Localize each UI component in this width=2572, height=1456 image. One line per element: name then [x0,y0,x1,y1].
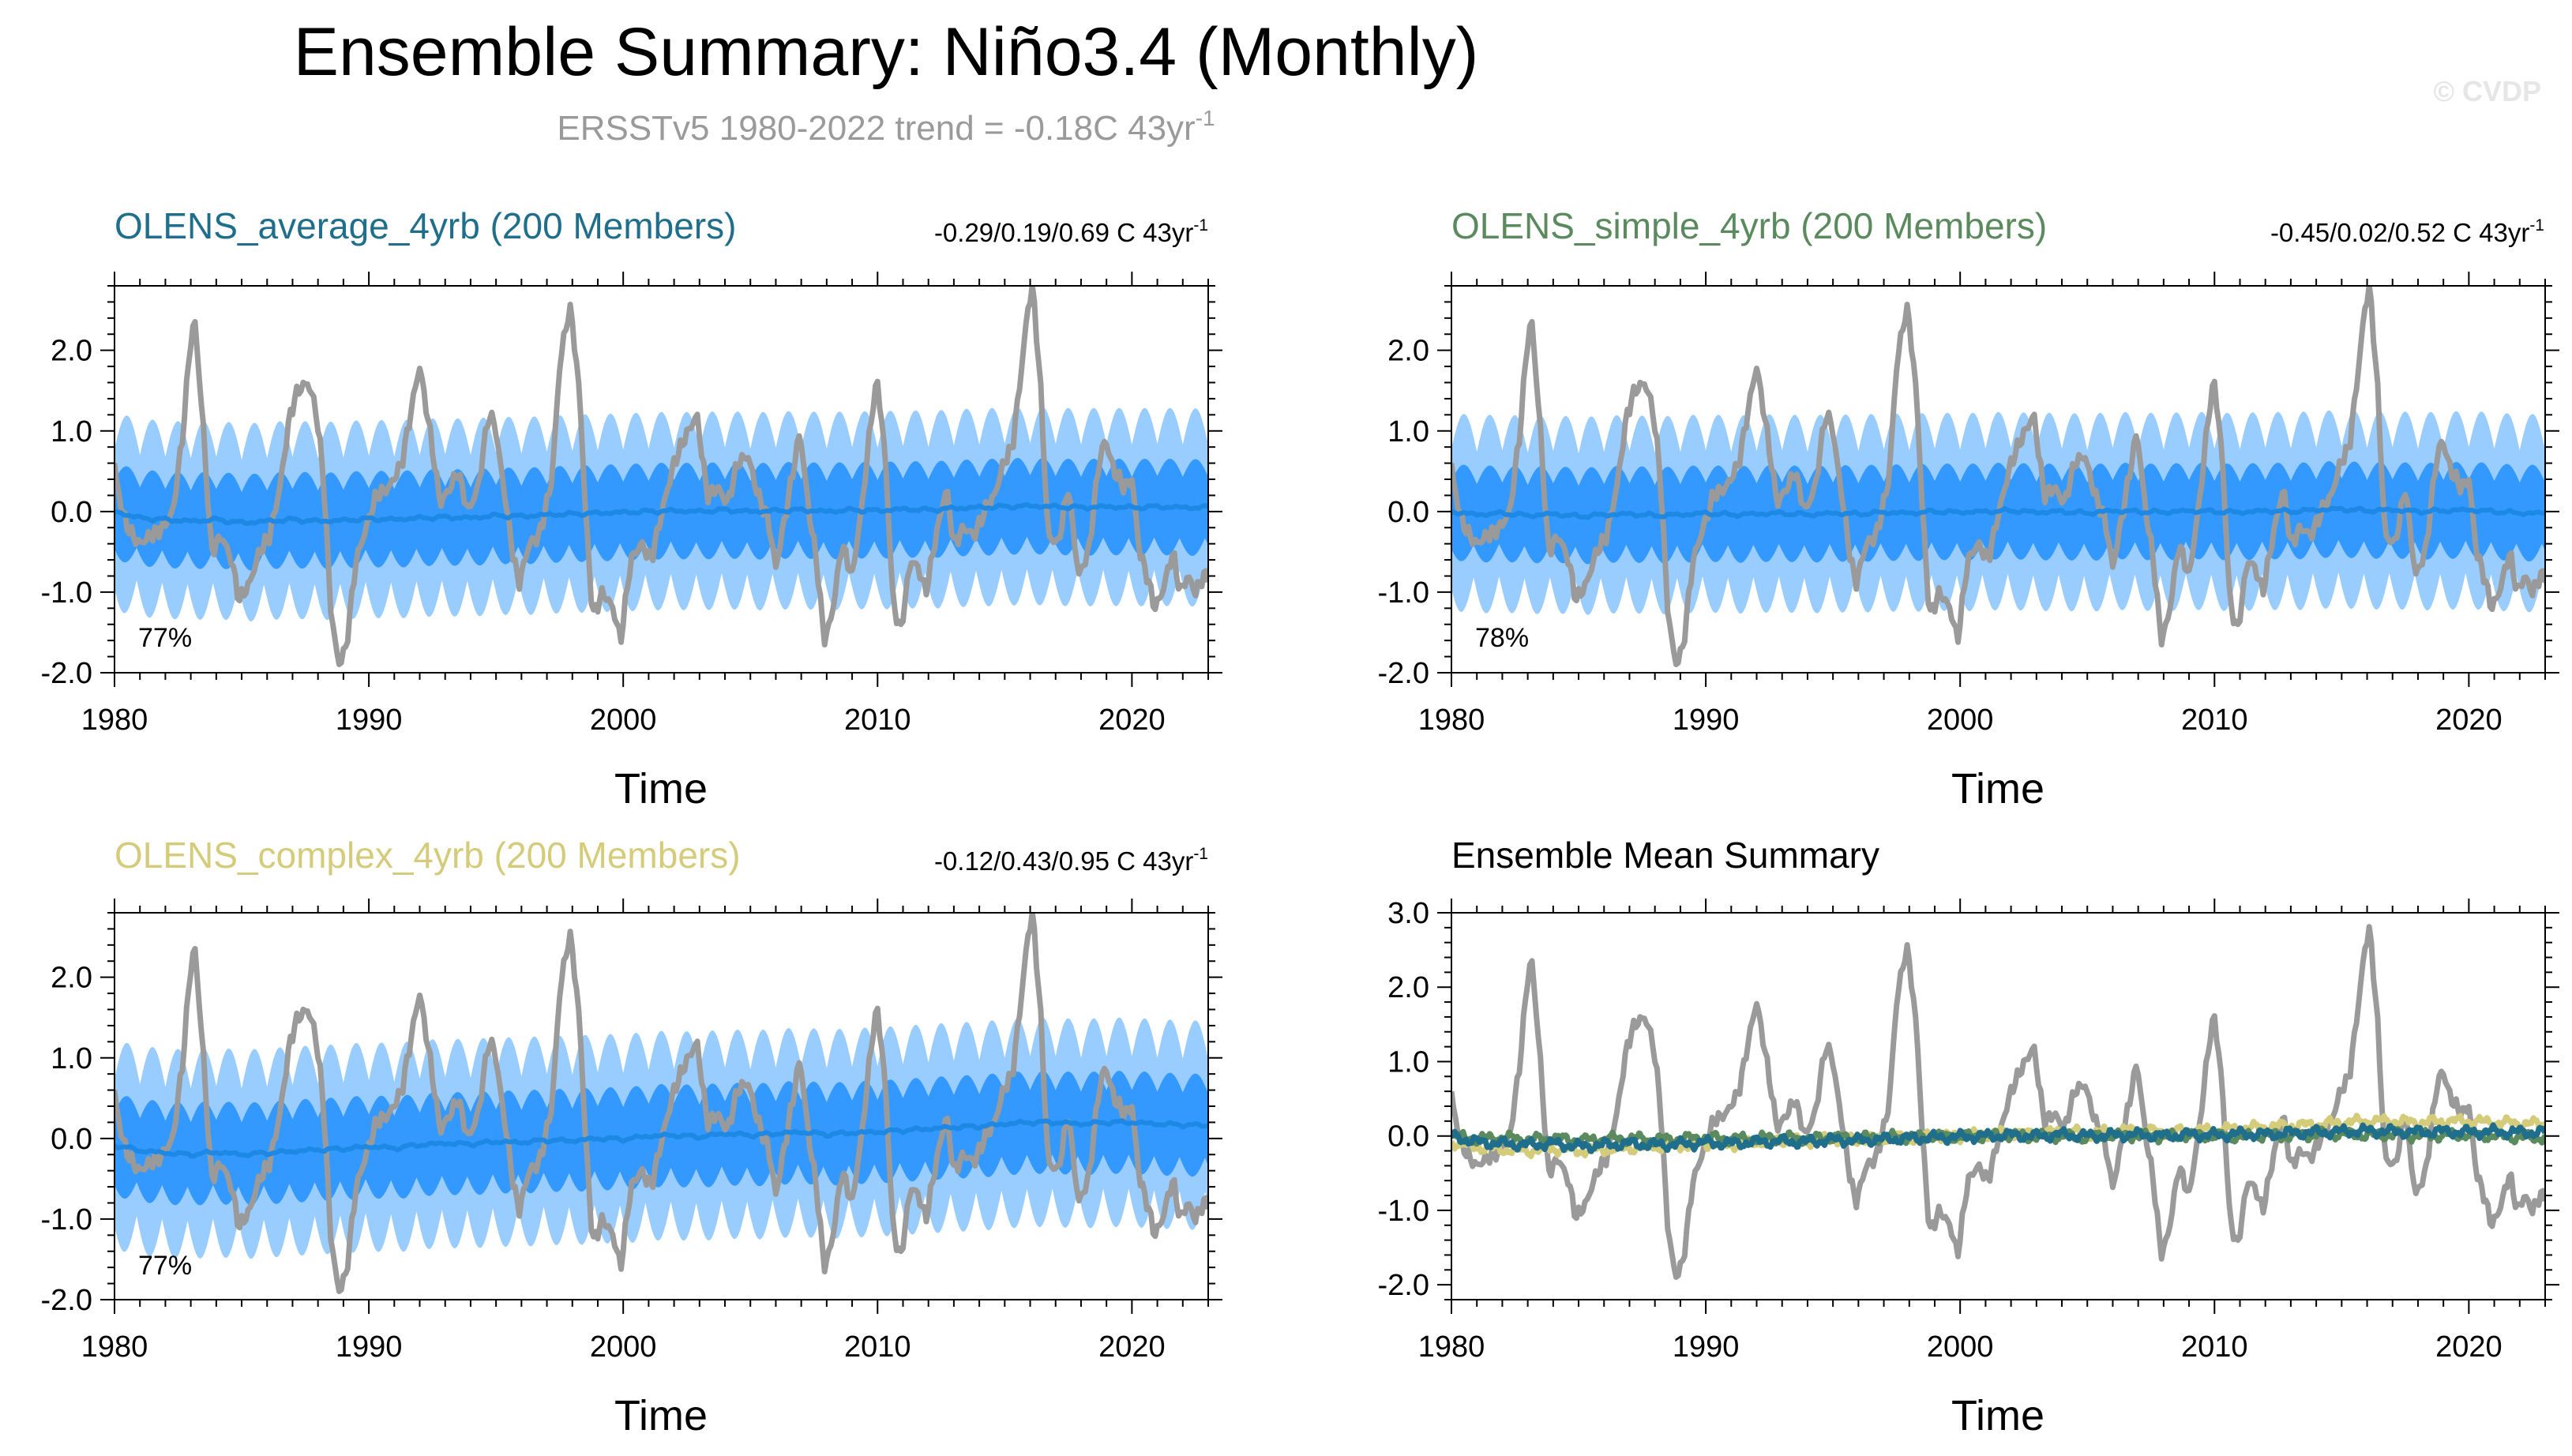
x-tick-label: 1980 [81,1330,148,1364]
x-tick-label: 2020 [2435,704,2503,737]
plot-contents [115,913,1208,1294]
x-tick-label: 1980 [81,704,148,737]
panel-title: OLENS_average_4yrb (200 Members) [115,205,736,246]
x-tick-label: 2000 [1927,1330,1994,1364]
figure-subtitle: ERSSTv5 1980-2022 trend = -0.18C 43yr-1 [557,106,1215,148]
y-tick-label: -1.0 [41,1203,92,1236]
x-axis-label: Time [1951,765,2044,812]
x-tick-label: 2010 [2181,1330,2248,1364]
y-tick-label: -2.0 [1378,657,1429,690]
x-axis-label: Time [1951,1392,2044,1439]
plot-contents [115,286,1208,667]
panel-title: OLENS_simple_4yrb (200 Members) [1451,205,2047,246]
x-tick-label: 2020 [2435,1330,2503,1364]
ensemble-mean-line [1451,1122,2545,1154]
y-tick-label: 2.0 [51,962,92,995]
trend-text: -0.45/0.02/0.52 C 43yr [2270,218,2529,247]
y-tick-label: 1.0 [1387,1045,1429,1079]
obs-line [115,286,1208,667]
y-tick-label: 2.0 [1387,971,1429,1004]
percent-label: 77% [138,623,192,653]
panel-simple: OLENS_simple_4yrb (200 Members) -0.45/0.… [1378,205,2559,812]
x-tick-label: 1980 [1418,1330,1485,1364]
plot-area: 1980 1990 2000 2010 2020 -2.0 -1.0 0.0 1.0 2.0 [1378,272,2559,737]
y-tick-label: -1.0 [1378,1195,1429,1228]
panel-average: OLENS_average_4yrb (200 Members) -0.29/0… [41,205,1222,812]
ensemble-mean-line [1451,505,2545,520]
x-tick-label: 2020 [1098,1330,1166,1364]
panel-title: OLENS_complex_4yrb (200 Members) [115,835,741,876]
x-tick-label: 1990 [336,1330,403,1364]
plot-area: 1980 1990 2000 2010 2020 -2.0 -1.0 0.0 1.0 2.0 3.0 [1378,897,2559,1364]
x-tick-label: 2000 [590,1330,657,1364]
panel-trend: -0.29/0.19/0.69 C 43yr-1 [934,216,1208,247]
y-tick-label: -2.0 [1378,1269,1429,1302]
y-tick-label: 2.0 [51,335,92,368]
y-tick-label: 0.0 [51,496,92,529]
percent-label: 78% [1475,623,1529,653]
subtitle-text: ERSSTv5 1980-2022 trend = -0.18C 43yr [557,109,1195,148]
trend-superscript: -1 [1193,216,1208,235]
panel-trend: -0.12/0.43/0.95 C 43yr-1 [934,845,1208,876]
plot-area: 1980 1990 2000 2010 2020 -2.0 -1.0 0.0 1.0 2.0 [41,899,1222,1364]
x-tick-label: 2010 [844,704,911,737]
x-axis-label: Time [614,1392,708,1439]
y-tick-label: -2.0 [41,1284,92,1317]
panel-complex: OLENS_complex_4yrb (200 Members) -0.12/0… [41,835,1222,1439]
y-tick-label: -1.0 [1378,576,1429,610]
plot-contents [1451,286,2545,667]
obs-line [1451,924,2545,1280]
y-tick-label: 0.0 [1387,496,1429,529]
y-tick-label: 0.0 [1387,1120,1429,1154]
x-tick-label: 1980 [1418,704,1485,737]
trend-superscript: -1 [1193,845,1208,863]
percent-label: 77% [138,1251,192,1281]
y-tick-label: 1.0 [51,415,92,448]
y-tick-label: -2.0 [41,657,92,690]
panel-ensemble-mean-summary: Ensemble Mean Summary 1980 1990 2000 2010 20… [1378,835,2559,1439]
x-tick-label: 2020 [1098,704,1166,737]
x-axis-label: Time [614,765,708,812]
panel-trend: -0.45/0.02/0.52 C 43yr-1 [2270,216,2544,247]
y-tick-label: 1.0 [1387,415,1429,448]
x-tick-label: 2000 [1927,704,1994,737]
y-tick-label: 0.0 [51,1123,92,1156]
plot-area: 1980 1990 2000 2010 2020 -2.0 -1.0 0.0 1.0 2.0 [41,272,1222,737]
y-tick-label: 1.0 [51,1042,92,1075]
obs-line [1451,286,2545,667]
panel-title: Ensemble Mean Summary [1451,835,1879,876]
x-tick-label: 1990 [1673,704,1740,737]
x-tick-label: 1990 [1673,1330,1740,1364]
trend-text: -0.12/0.43/0.95 C 43yr [934,846,1193,876]
trend-text: -0.29/0.19/0.69 C 43yr [934,218,1193,247]
figure-title: Ensemble Summary: Niño3.4 (Monthly) [294,14,1479,90]
x-tick-label: 1990 [336,704,403,737]
obs-line [115,913,1208,1294]
ensemble-mean-line [115,501,1208,526]
watermark: © CVDP [2433,75,2541,107]
y-tick-label: 3.0 [1387,897,1429,930]
ensemble-mean-line [115,1118,1208,1159]
y-tick-label: -1.0 [41,576,92,610]
subtitle-superscript: -1 [1196,106,1215,130]
trend-superscript: -1 [2529,216,2544,235]
plot-contents [1451,924,2545,1280]
y-tick-label: 2.0 [1387,335,1429,368]
x-tick-label: 2000 [590,704,657,737]
x-tick-label: 2010 [844,1330,911,1364]
x-tick-label: 2010 [2181,704,2248,737]
